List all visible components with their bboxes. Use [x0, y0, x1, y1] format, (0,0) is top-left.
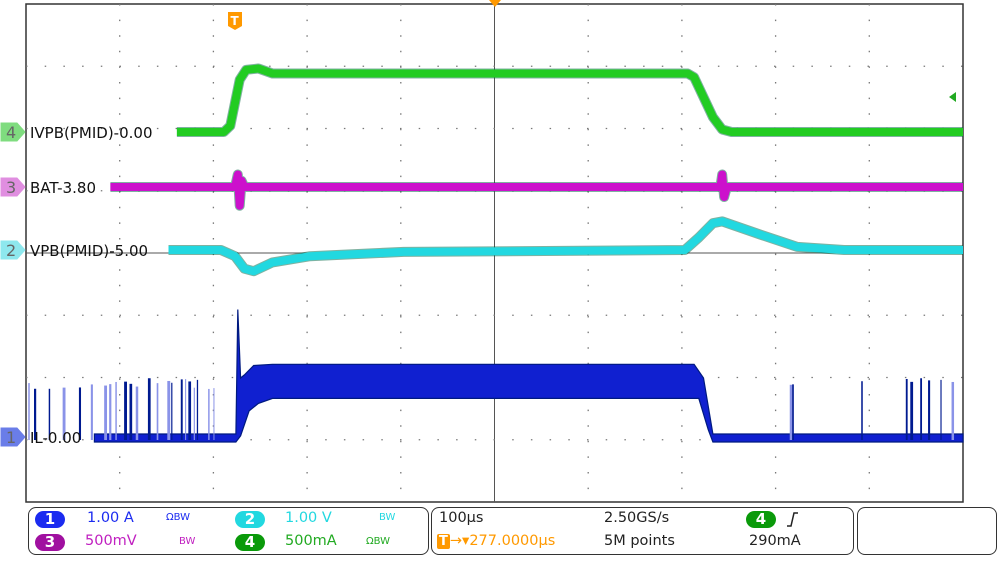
channel-4-bandwidth-icon: ΩBW [366, 536, 391, 547]
waveform-display: IVPB(PMID)-0.00 4 BAT-3.80 3 VPB(PMID)-5.00 2… [0, 0, 964, 503]
channel-2-marker-number: 2 [6, 241, 16, 260]
trace-1 [93, 309, 964, 443]
channel-4-badge[interactable]: 4 [235, 534, 265, 551]
channel-1-bandwidth-icon: ΩBW [166, 512, 191, 523]
trigger-delay: T →▾277.0000µs [437, 533, 555, 549]
channel-2-marker [0, 240, 26, 260]
memory-depth: 5M points [604, 533, 675, 549]
trace-4 [176, 64, 963, 136]
arrow-icon: →▾ [449, 533, 470, 549]
channel-3-bandwidth-icon: BW [179, 536, 196, 547]
timebase-trigger-panel[interactable]: 100µs T →▾277.0000µs 2.50GS/s 5M points 4… [431, 507, 854, 555]
trace-2 [168, 217, 963, 276]
trigger-icon: T [437, 534, 450, 549]
timebase: 100µs [439, 510, 484, 526]
channel-1-marker [0, 427, 26, 447]
trigger-delay-value: 277.0000µs [469, 533, 556, 549]
channel-3-label: BAT-3.80 [30, 179, 96, 197]
channel-4-label: IVPB(PMID)-0.00 [30, 124, 153, 142]
channel-1-label: IL-0.00 [30, 429, 81, 447]
markers: IVPB(PMID)-0.00 4 BAT-3.80 3 VPB(PMID)-5.00 2… [0, 0, 956, 447]
channel-4-marker [0, 122, 26, 142]
channel-1-scale: 1.00 A [87, 510, 134, 526]
empty-status-panel[interactable] [857, 507, 997, 555]
trigger-level: 290mA [749, 533, 801, 549]
channel-3-marker-number: 3 [6, 178, 16, 197]
channel-2-scale: 1.00 V [285, 510, 332, 526]
channel-3-marker [0, 177, 26, 197]
channel-2-badge[interactable]: 2 [235, 511, 265, 528]
trigger-icon-letter: T [231, 14, 240, 28]
channel-scale-panel[interactable]: 1 1.00 A ΩBW 2 1.00 V BW 3 500mV BW 4 50… [28, 507, 429, 555]
trigger-position-icon [228, 12, 242, 30]
channel-3-scale: 500mV [85, 533, 137, 549]
channel-4-marker-number: 4 [6, 123, 16, 142]
rising-edge-icon [787, 512, 798, 527]
channel-1-marker-number: 1 [6, 428, 16, 447]
channel-2-label: VPB(PMID)-5.00 [30, 242, 148, 260]
sample-rate: 2.50GS/s [604, 510, 670, 526]
channel-4-scale: 500mA [285, 533, 337, 549]
traces [28, 63, 964, 443]
channel-1-badge[interactable]: 1 [35, 511, 65, 528]
channel-3-badge[interactable]: 3 [35, 534, 65, 551]
trigger-level-arrow-icon [949, 92, 956, 102]
center-time-marker-icon [489, 0, 501, 7]
channel-2-bandwidth-icon: BW [379, 512, 396, 523]
trigger-source-badge[interactable]: 4 [746, 511, 776, 528]
trace-3 [110, 170, 963, 210]
